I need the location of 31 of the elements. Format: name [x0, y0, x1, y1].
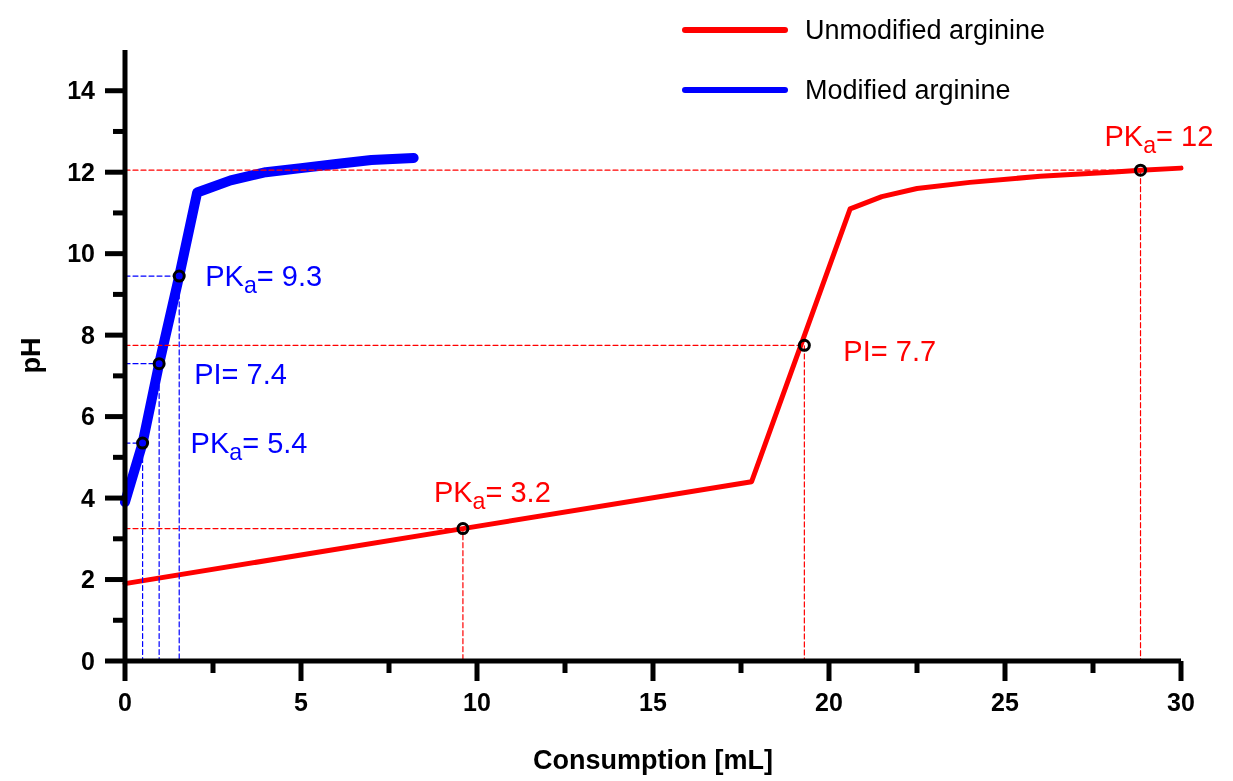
point — [172, 269, 186, 283]
y-tick-label: 14 — [67, 76, 96, 105]
y-tick-label: 0 — [81, 646, 95, 675]
legend-label: Modified arginine — [805, 75, 1011, 106]
y-tick-label: 10 — [67, 239, 95, 268]
annotation: PI= 7.4 — [194, 357, 287, 390]
x-tick-label: 0 — [118, 688, 132, 716]
y-tick-label: 6 — [81, 402, 95, 431]
x-tick-label: 20 — [815, 688, 843, 716]
annotation: PK$_{a}$= 9.3 — [205, 260, 323, 299]
x-tick-label: 5 — [294, 688, 309, 716]
x-tick-label: 15 — [639, 688, 667, 716]
x-axis-title: Consumption [mL] — [533, 745, 773, 775]
annotation: PI= 7.7 — [843, 335, 937, 368]
point — [152, 357, 166, 371]
y-tick-label: 8 — [81, 320, 96, 349]
annotation: PK$_{a}$= 3.2 — [433, 475, 551, 514]
y-axis-title: pH — [16, 337, 46, 374]
point — [136, 436, 150, 450]
y-tick-label: 12 — [67, 157, 95, 186]
x-tick-label: 30 — [1167, 688, 1195, 716]
y-tick-label: 4 — [81, 483, 96, 512]
point — [797, 338, 811, 352]
annotation: PK$_{a}$= 5.4 — [190, 427, 308, 466]
y-tick-label: 2 — [81, 565, 95, 594]
x-tick-label: 10 — [463, 688, 491, 716]
annotation: PK$_{a}$= 12 — [1104, 120, 1214, 159]
legend-label: Unmodified arginine — [805, 15, 1046, 46]
point — [1134, 163, 1148, 177]
point — [456, 522, 470, 536]
x-tick-label: 25 — [991, 688, 1019, 716]
